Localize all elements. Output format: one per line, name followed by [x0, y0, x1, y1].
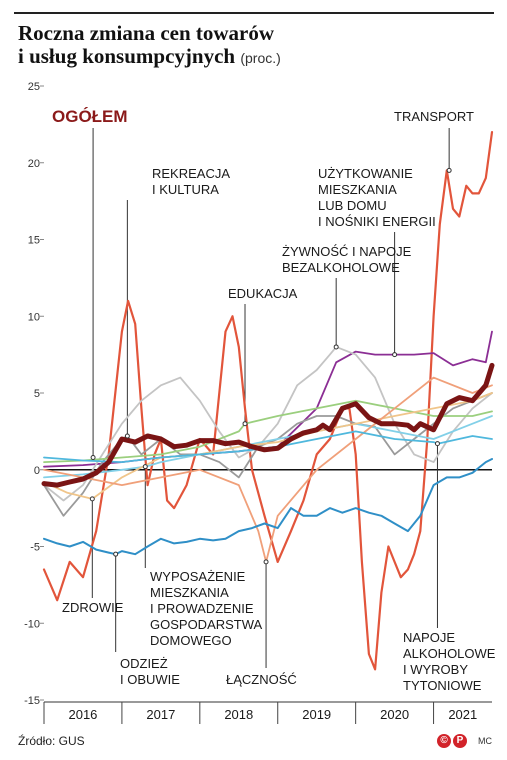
chart-title: Roczna zmiana cen towarów i usług konsum… [18, 22, 488, 70]
label-transport: TRANSPORT [394, 109, 474, 124]
anchor-dot [263, 559, 269, 565]
label-ogolem: OGÓŁEM [52, 107, 128, 126]
label-odziez-1: ODZIEŻ [120, 656, 168, 671]
anchor-dot [142, 464, 148, 470]
label-uzytkowanie-4: I NOŚNIKI ENERGII [318, 214, 436, 229]
label-napoje-3: I WYROBY [403, 662, 468, 677]
y-tick-label: 5 [34, 388, 40, 400]
series-line [43, 399, 493, 464]
label-napoje-2: ALKOHOLOWE [403, 646, 496, 661]
label-napoje-1: NAPOJE [403, 630, 455, 645]
logo-mark-c: © [437, 733, 451, 748]
anchor-dot [113, 551, 119, 557]
label-zdrowie: ZDROWIE [62, 600, 124, 615]
y-tick-label: -15 [24, 695, 40, 707]
label-napoje-4: TYTONIOWE [403, 678, 482, 693]
source-note: Źródło: GUS [18, 734, 85, 748]
label-wyposazenie-4: GOSPODARSTWA [150, 617, 263, 632]
label-uzytkowanie-3: LUB DOMU [318, 198, 387, 213]
anchor-dot [392, 352, 398, 358]
y-tick-label: 0 [34, 465, 40, 477]
x-tick-label: 2018 [224, 707, 253, 722]
label-rekreacja-2: I KULTURA [152, 182, 219, 197]
anchor-dot [242, 421, 248, 427]
logo-mark-p: P [453, 733, 467, 748]
anchor-dot [124, 433, 130, 439]
title-line-2: i usług konsumpcyjnych (proc.) [18, 45, 488, 70]
label-uzytkowanie-2: MIESZKANIA [318, 182, 397, 197]
label-wyposazenie-3: I PROWADZENIE [150, 601, 254, 616]
anchor-dot [446, 167, 452, 173]
y-tick-label: -10 [24, 618, 40, 630]
label-zywnosc-1: ŻYWNOŚĆ I NAPOJE [282, 244, 412, 259]
publisher-logo: © P [437, 732, 477, 748]
x-axis: 2016 2017 2018 2019 2020 2021 [43, 701, 492, 724]
x-tick-label: 2020 [380, 707, 409, 722]
author-credit: MC [478, 736, 492, 746]
x-tick-label: 2017 [146, 707, 175, 722]
label-wyposazenie-1: WYPOSAŻENIE [150, 569, 246, 584]
label-anchors [89, 167, 452, 565]
label-wyposazenie-2: MIESZKANIA [150, 585, 229, 600]
anchor-dot [89, 496, 95, 502]
title-unit: (proc.) [240, 50, 281, 66]
title-line-1: Roczna zmiana cen towarów [18, 21, 275, 45]
label-uzytkowanie-1: UŻYTKOWANIE [318, 166, 413, 181]
anchor-dot [434, 441, 440, 447]
label-lacznosc: ŁĄCZNOŚĆ [226, 672, 297, 687]
series-line [41, 362, 495, 488]
y-tick-label: 20 [28, 158, 40, 170]
x-tick-label: 2021 [448, 707, 477, 722]
anchor-dot [90, 454, 96, 460]
label-edukacja: EDUKACJA [228, 286, 298, 301]
y-tick-label: 25 [28, 81, 40, 93]
series-line [42, 131, 494, 671]
y-tick-label: -5 [30, 542, 40, 554]
label-rekreacja-1: REKREACJA [152, 166, 230, 181]
anchor-dot [333, 344, 339, 350]
series-line [43, 330, 493, 468]
y-tick-label: 10 [28, 311, 40, 323]
label-odziez-2: I OBUWIE [120, 672, 180, 687]
label-zywnosc-2: BEZALKOHOLOWE [282, 260, 400, 275]
x-tick-label: 2019 [302, 707, 331, 722]
series-line [43, 392, 493, 500]
title-line-2-text: i usług konsumpcyjnych [18, 44, 236, 68]
label-wyposazenie-5: DOMOWEGO [150, 633, 232, 648]
series-line [43, 415, 493, 479]
y-tick-label: 15 [28, 235, 40, 247]
series-lines [41, 131, 495, 671]
x-tick-label: 2016 [68, 707, 97, 722]
label-leaders [91, 128, 450, 668]
series-line [43, 345, 493, 502]
top-rule [14, 12, 494, 14]
